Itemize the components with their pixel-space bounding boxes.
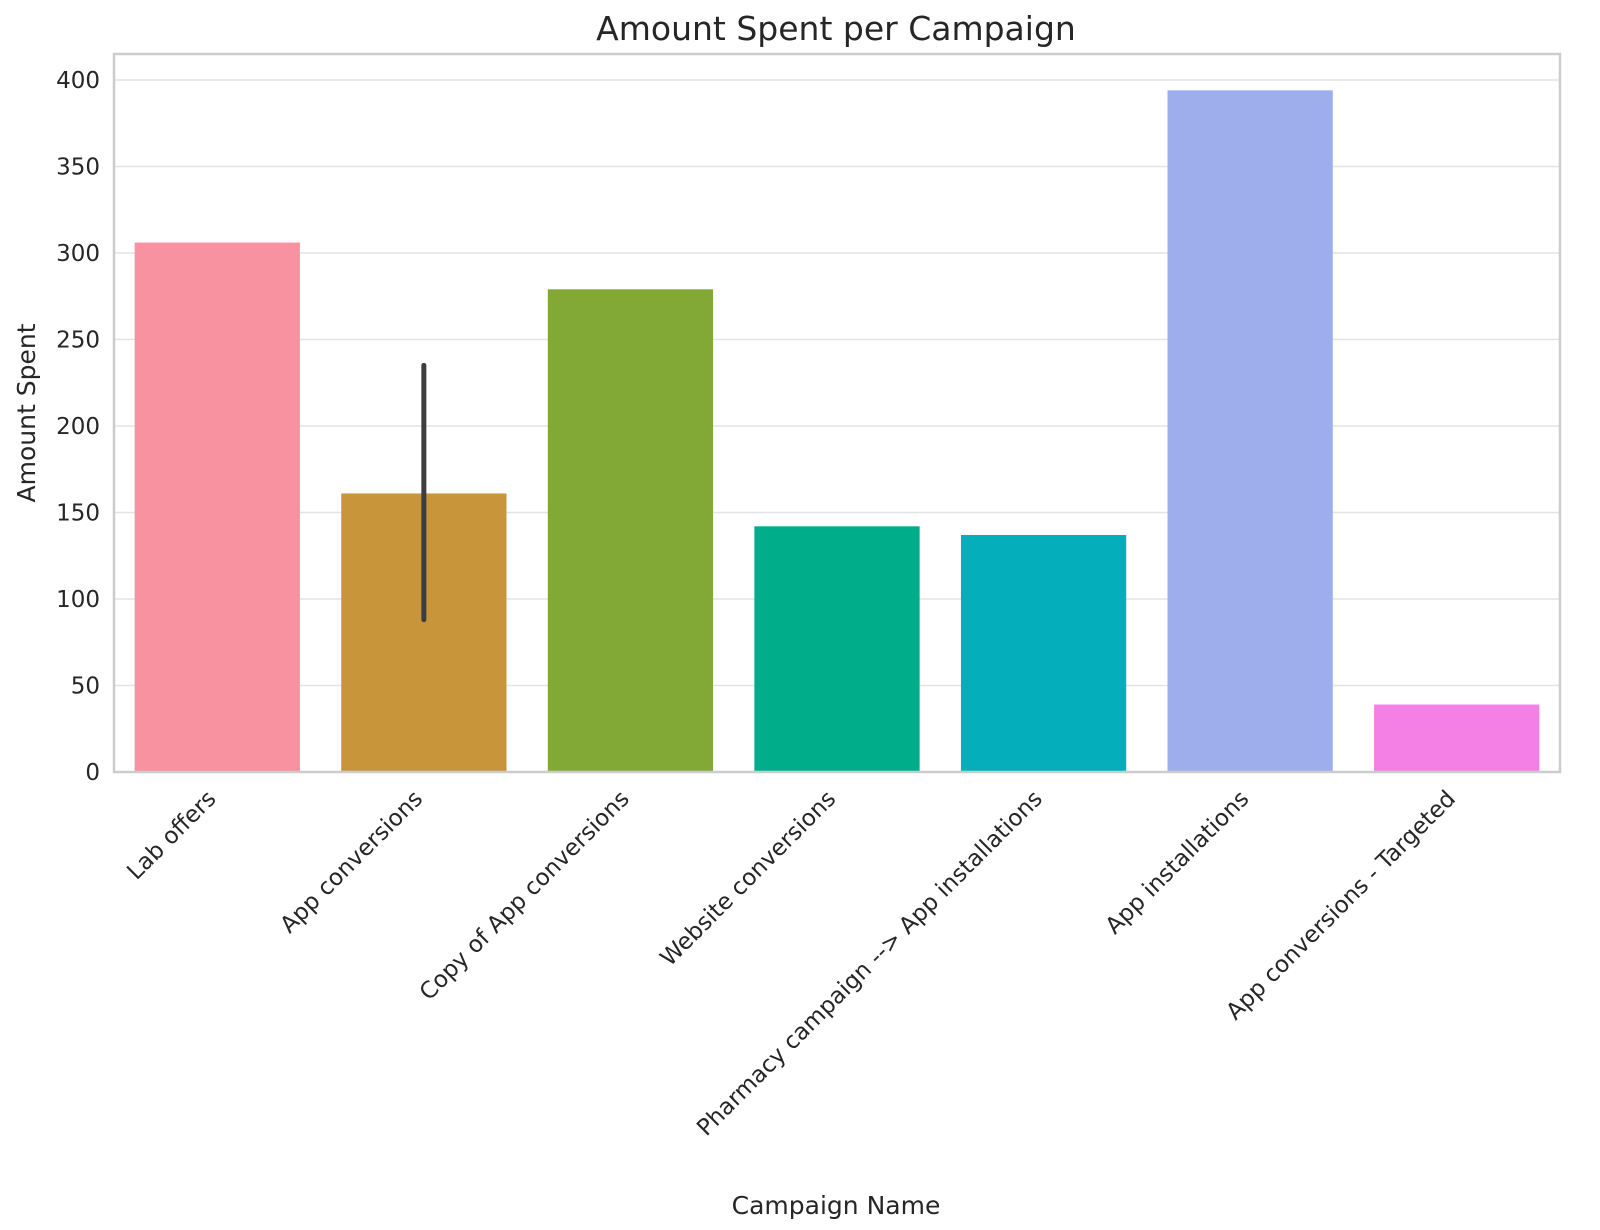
x-axis-label: Campaign Name [732,1191,941,1220]
x-tick-label: Lab offers [122,786,221,885]
y-tick-label: 100 [56,587,100,613]
x-tick-label: App conversions [276,786,429,939]
y-axis-label: Amount Spent [12,323,41,502]
bar [134,242,300,772]
x-tick-label: Website conversions [656,786,842,972]
plot-frame [112,52,1562,774]
y-tick-labels: 0 50 100 150 200 250 300 350 400 [56,68,100,786]
bar [960,534,1127,772]
bar [547,289,714,772]
y-tick-label: 300 [56,241,100,267]
x-tick-label: Copy of App conversions [415,786,635,1006]
y-tick-label: 50 [71,673,100,699]
y-tick-label: 0 [85,760,100,786]
y-tick-label: 150 [56,500,100,526]
x-tick-label: App conversions - Targeted [1222,786,1461,1025]
y-tick-label: 400 [56,68,100,94]
y-tick-label: 350 [56,154,100,180]
x-tick-label: Pharmacy campaign --> App installations [692,786,1048,1142]
chart-title: Amount Spent per Campaign [596,9,1076,48]
x-tick-label: App installations [1101,786,1255,940]
bar [754,526,920,772]
bars [134,90,1540,773]
y-tick-label: 250 [56,327,100,353]
bar [1374,704,1540,772]
bar [1167,90,1333,773]
y-tick-label: 200 [56,414,100,440]
